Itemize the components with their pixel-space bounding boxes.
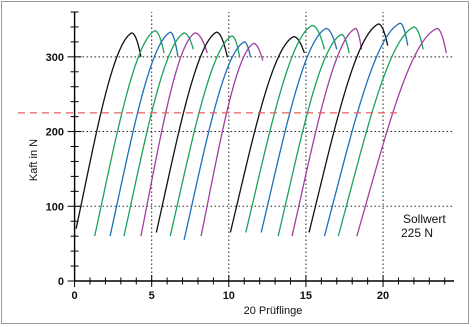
force-curve-6 — [155, 31, 228, 233]
force-curve-17 — [337, 26, 424, 237]
x-axis-label: 20 Prüflinge — [244, 305, 303, 317]
annotation-sollwert-value: 225 N — [401, 226, 433, 240]
y-axis-label: Kaft in N — [28, 139, 40, 181]
axis-ticks — [67, 11, 446, 287]
annotation-sollwert: Sollwert — [403, 212, 446, 226]
x-tick-label: 10 — [223, 290, 235, 302]
force-curve-14 — [291, 27, 363, 237]
x-tick-label: 15 — [300, 290, 312, 302]
force-curve-12 — [260, 27, 338, 233]
force-curve-2 — [94, 29, 165, 237]
force-curve-13 — [277, 33, 350, 237]
force-curve-18 — [356, 27, 447, 237]
force-curve-7 — [169, 35, 241, 237]
y-tick-label: 200 — [46, 127, 64, 139]
force-curve-8 — [183, 41, 252, 241]
force-curve-4 — [123, 32, 194, 237]
x-tick-label: 0 — [72, 290, 78, 302]
axes — [73, 12, 454, 282]
force-curve-11 — [245, 24, 326, 233]
y-tick-label: 300 — [46, 52, 64, 64]
force-curve-9 — [200, 42, 264, 237]
force-curve-10 — [229, 35, 306, 233]
force-curves — [75, 22, 447, 241]
force-curve-1 — [75, 32, 142, 229]
chart-frame — [1, 1, 469, 324]
force-curve-15 — [308, 23, 389, 233]
grid-lines — [74, 12, 454, 281]
x-tick-label: 20 — [377, 290, 389, 302]
force-curve-3 — [109, 31, 179, 237]
x-tick-label: 5 — [149, 290, 155, 302]
force-curve-16 — [323, 22, 409, 237]
y-tick-label: 100 — [46, 201, 64, 213]
force-curve-5 — [140, 32, 208, 237]
y-tick-label: 0 — [58, 276, 64, 288]
